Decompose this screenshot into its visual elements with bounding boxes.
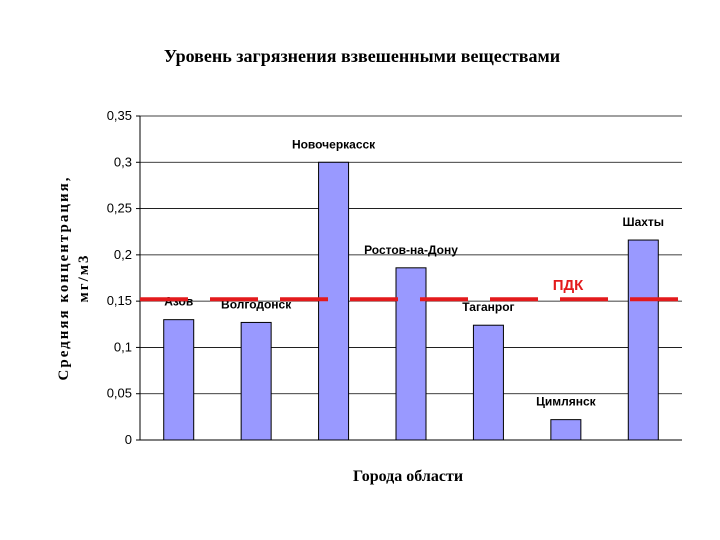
bar-2 xyxy=(240,321,272,441)
category-label: Шахты xyxy=(623,215,665,229)
category-label: Цимлянск xyxy=(536,395,597,409)
bar-4 xyxy=(395,267,427,441)
bar-6 xyxy=(550,419,582,441)
category-label: Азов xyxy=(164,295,193,309)
y-tick-label: 0,3 xyxy=(114,154,132,169)
y-axis-label: Средняя концентрация, мг/м3 xyxy=(56,176,92,381)
category-label: Таганрог xyxy=(462,300,514,314)
pdk-label: ПДК xyxy=(553,277,584,294)
y-tick-label: 0,15 xyxy=(107,293,132,308)
category-label: Ростов-на-Дону xyxy=(364,243,458,257)
y-axis-label-line2: мг/м3 xyxy=(76,254,92,303)
y-tick-label: 0,1 xyxy=(114,339,132,354)
x-axis-label: Города области xyxy=(353,468,463,485)
y-tick-label: 0,35 xyxy=(107,108,132,123)
bar-1 xyxy=(163,319,195,441)
category-label: Новочеркасск xyxy=(292,137,376,151)
y-axis-label-line1: Средняя концентрация, xyxy=(56,176,72,381)
chart-title: Уровень загрязнения взвешенными вещества… xyxy=(164,46,560,66)
y-tick-label: 0,2 xyxy=(114,247,132,262)
bar-5 xyxy=(472,324,504,441)
y-tick-label: 0,25 xyxy=(107,201,132,216)
y-tick-label: 0 xyxy=(125,432,132,447)
y-tick-label: 0,05 xyxy=(107,386,132,401)
bar-7 xyxy=(627,239,659,441)
